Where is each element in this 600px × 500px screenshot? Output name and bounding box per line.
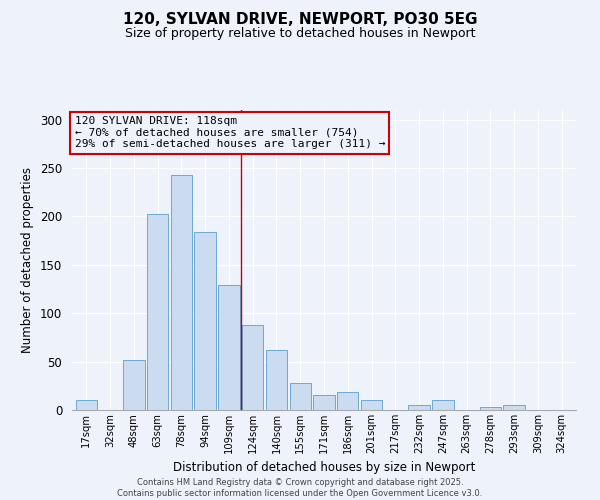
- Bar: [432, 400, 454, 410]
- Bar: [266, 350, 287, 410]
- Bar: [218, 285, 239, 410]
- Y-axis label: Number of detached properties: Number of detached properties: [22, 167, 34, 353]
- Bar: [480, 407, 501, 410]
- Bar: [503, 405, 525, 410]
- Bar: [290, 383, 311, 410]
- Bar: [242, 325, 263, 410]
- Bar: [194, 232, 216, 410]
- Text: 120, SYLVAN DRIVE, NEWPORT, PO30 5EG: 120, SYLVAN DRIVE, NEWPORT, PO30 5EG: [123, 12, 477, 28]
- Bar: [409, 405, 430, 410]
- Bar: [337, 392, 358, 410]
- Text: Size of property relative to detached houses in Newport: Size of property relative to detached ho…: [125, 28, 475, 40]
- Bar: [76, 400, 97, 410]
- Bar: [361, 400, 382, 410]
- Text: 120 SYLVAN DRIVE: 118sqm
← 70% of detached houses are smaller (754)
29% of semi-: 120 SYLVAN DRIVE: 118sqm ← 70% of detach…: [74, 116, 385, 149]
- Bar: [123, 360, 145, 410]
- Text: Contains HM Land Registry data © Crown copyright and database right 2025.
Contai: Contains HM Land Registry data © Crown c…: [118, 478, 482, 498]
- Bar: [313, 394, 335, 410]
- Bar: [147, 214, 168, 410]
- Bar: [170, 175, 192, 410]
- X-axis label: Distribution of detached houses by size in Newport: Distribution of detached houses by size …: [173, 462, 475, 474]
